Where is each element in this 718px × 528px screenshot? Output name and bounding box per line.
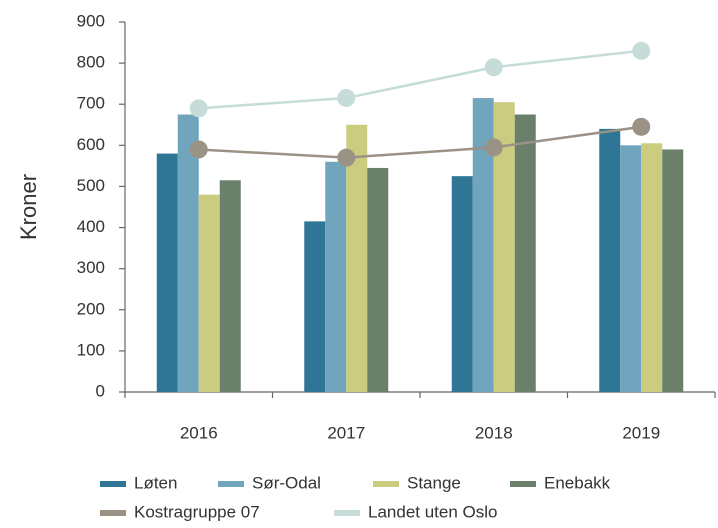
bar <box>493 102 515 393</box>
bar <box>156 153 178 392</box>
x-tick-label: 2016 <box>180 423 218 442</box>
y-tick-label: 300 <box>77 258 105 277</box>
x-tick-label: 2019 <box>622 423 660 442</box>
bar <box>177 114 199 392</box>
legend-swatch <box>510 481 536 487</box>
legend-swatch <box>100 481 126 487</box>
y-tick-label: 100 <box>77 340 105 359</box>
y-tick-label: 700 <box>77 94 105 113</box>
bar <box>620 145 642 392</box>
y-tick-label: 600 <box>77 135 105 154</box>
legend-label: Kostragruppe 07 <box>134 502 260 521</box>
legend-swatch <box>373 481 399 487</box>
bar <box>662 149 684 392</box>
legend-label: Løten <box>134 473 177 492</box>
y-tick-label: 200 <box>77 299 105 318</box>
bar <box>219 180 241 392</box>
bar <box>198 194 220 392</box>
legend-swatch <box>218 481 244 487</box>
bar <box>451 176 473 392</box>
legend-label: Stange <box>407 473 461 492</box>
bar <box>367 167 389 392</box>
x-tick-label: 2017 <box>327 423 365 442</box>
bar <box>599 128 621 392</box>
line-marker <box>189 99 208 118</box>
y-tick-label: 400 <box>77 217 105 236</box>
y-tick-label: 900 <box>77 11 105 30</box>
bar <box>325 161 347 392</box>
bar <box>346 124 368 393</box>
line-marker <box>632 41 651 60</box>
y-tick-label: 0 <box>96 381 105 400</box>
line-marker <box>189 140 208 159</box>
bar <box>304 221 326 392</box>
line <box>198 125 642 159</box>
legend-swatch <box>100 510 126 516</box>
line-marker <box>484 58 503 77</box>
y-tick-label: 800 <box>77 53 105 72</box>
bar <box>514 114 536 392</box>
line-marker <box>337 89 356 108</box>
y-tick-label: 500 <box>77 176 105 195</box>
bar <box>472 98 494 393</box>
bar <box>641 143 663 392</box>
x-tick-label: 2018 <box>475 423 513 442</box>
line <box>198 49 642 110</box>
line-marker <box>484 138 503 157</box>
legend-label: Enebakk <box>544 473 611 492</box>
legend-label: Sør-Odal <box>252 473 321 492</box>
legend-label: Landet uten Oslo <box>368 502 497 521</box>
line-marker <box>632 117 651 136</box>
legend-swatch <box>334 510 360 516</box>
line-marker <box>337 148 356 167</box>
y-axis-label: Kroner <box>16 174 41 240</box>
